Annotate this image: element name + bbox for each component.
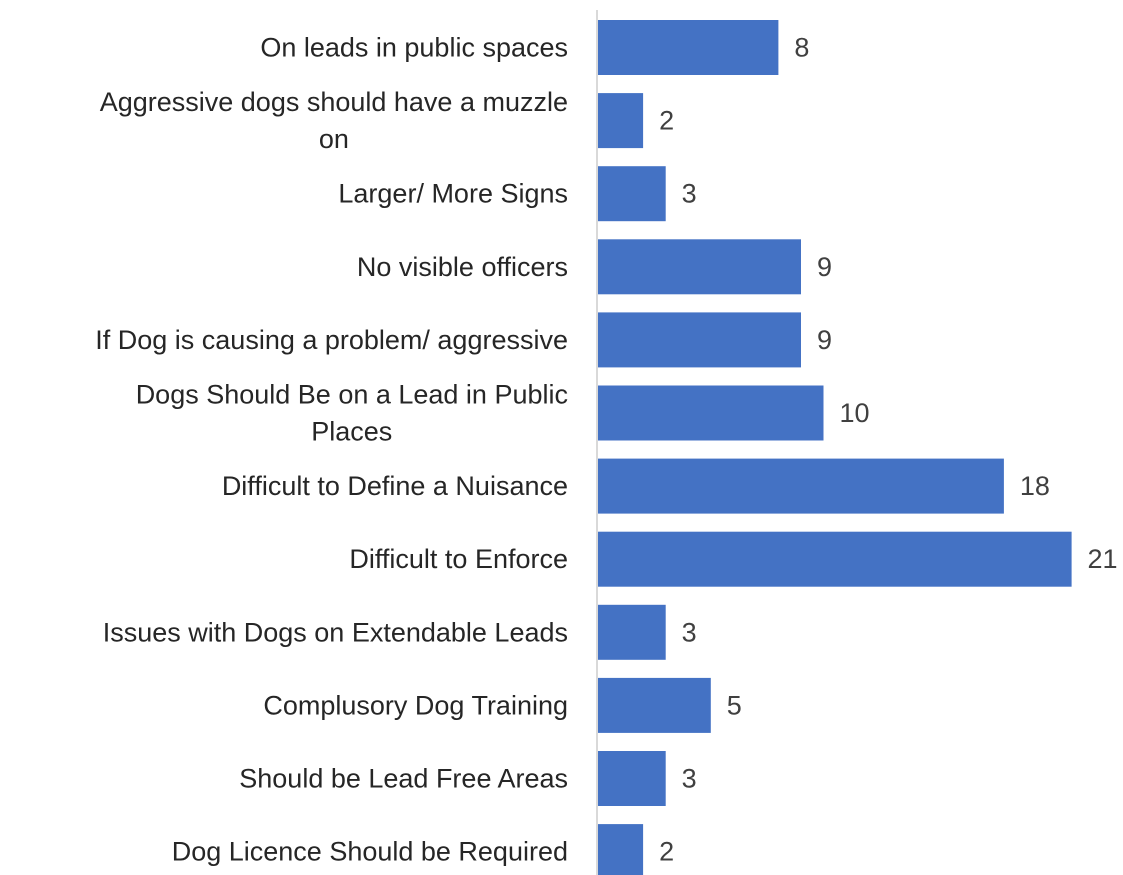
category-label-12: Dog Licence Should be Required: [172, 837, 568, 867]
data-label-7: 18: [1020, 471, 1050, 501]
category-label-line: Issues with Dogs on Extendable Leads: [103, 617, 568, 647]
category-label-line: No visible officers: [357, 252, 568, 282]
category-label-1: On leads in public spaces: [260, 33, 568, 63]
category-label-11: Should be Lead Free Areas: [239, 764, 568, 794]
category-label-4: No visible officers: [357, 252, 568, 282]
data-labels: 8 2 3 9 9 10 18 21 3 5 3 2: [659, 33, 1117, 867]
data-label-12: 2: [659, 837, 674, 867]
bar-5: [598, 312, 801, 368]
bar-9: [598, 604, 666, 660]
category-label-line: Larger/ More Signs: [338, 179, 568, 209]
category-label-line: Complusory Dog Training: [263, 690, 568, 720]
category-label-line: Difficult to Define a Nuisance: [222, 471, 568, 501]
category-label-2: Aggressive dogs should have a muzzle on: [100, 87, 568, 154]
bar-6: [598, 385, 824, 441]
category-label-9: Issues with Dogs on Extendable Leads: [103, 617, 568, 647]
bar-7: [598, 458, 1004, 514]
category-label-3: Larger/ More Signs: [338, 179, 568, 209]
bar-3: [598, 166, 666, 222]
data-label-1: 8: [794, 33, 809, 63]
bar-11: [598, 751, 666, 806]
bar-12: [598, 824, 644, 875]
bar-10: [598, 677, 711, 733]
bar-2: [598, 93, 644, 149]
bar-8: [598, 531, 1072, 587]
data-label-5: 9: [817, 325, 832, 355]
category-label-5: If Dog is causing a problem/ aggressive: [95, 325, 568, 355]
category-label-line: Dog Licence Should be Required: [172, 837, 568, 867]
category-label-7: Difficult to Define a Nuisance: [222, 471, 568, 501]
bar-1: [598, 20, 779, 75]
category-label-6: Dogs Should Be on a Lead in Public Places: [136, 380, 568, 447]
category-label-8: Difficult to Enforce: [349, 544, 568, 574]
category-label-line: Difficult to Enforce: [349, 544, 568, 574]
bars-layer: [598, 20, 1072, 875]
data-label-4: 9: [817, 252, 832, 282]
category-label-line: On leads in public spaces: [260, 33, 568, 63]
data-label-9: 3: [682, 617, 697, 647]
category-label-line: on: [319, 124, 349, 154]
data-label-2: 2: [659, 106, 674, 136]
data-label-10: 5: [727, 690, 742, 720]
category-label-line: Dogs Should Be on a Lead in Public: [136, 380, 568, 410]
category-label-line: Aggressive dogs should have a muzzle: [100, 87, 568, 117]
category-labels: On leads in public spaces Aggressive dogs…: [95, 33, 568, 867]
bar-4: [598, 239, 801, 295]
category-label-line: Should be Lead Free Areas: [239, 764, 568, 794]
data-label-3: 3: [682, 179, 697, 209]
data-label-11: 3: [682, 764, 697, 794]
category-label-10: Complusory Dog Training: [263, 690, 568, 720]
category-label-line: If Dog is causing a problem/ aggressive: [95, 325, 568, 355]
data-label-6: 10: [840, 398, 870, 428]
data-label-8: 21: [1088, 544, 1118, 574]
category-label-line: Places: [311, 417, 392, 447]
